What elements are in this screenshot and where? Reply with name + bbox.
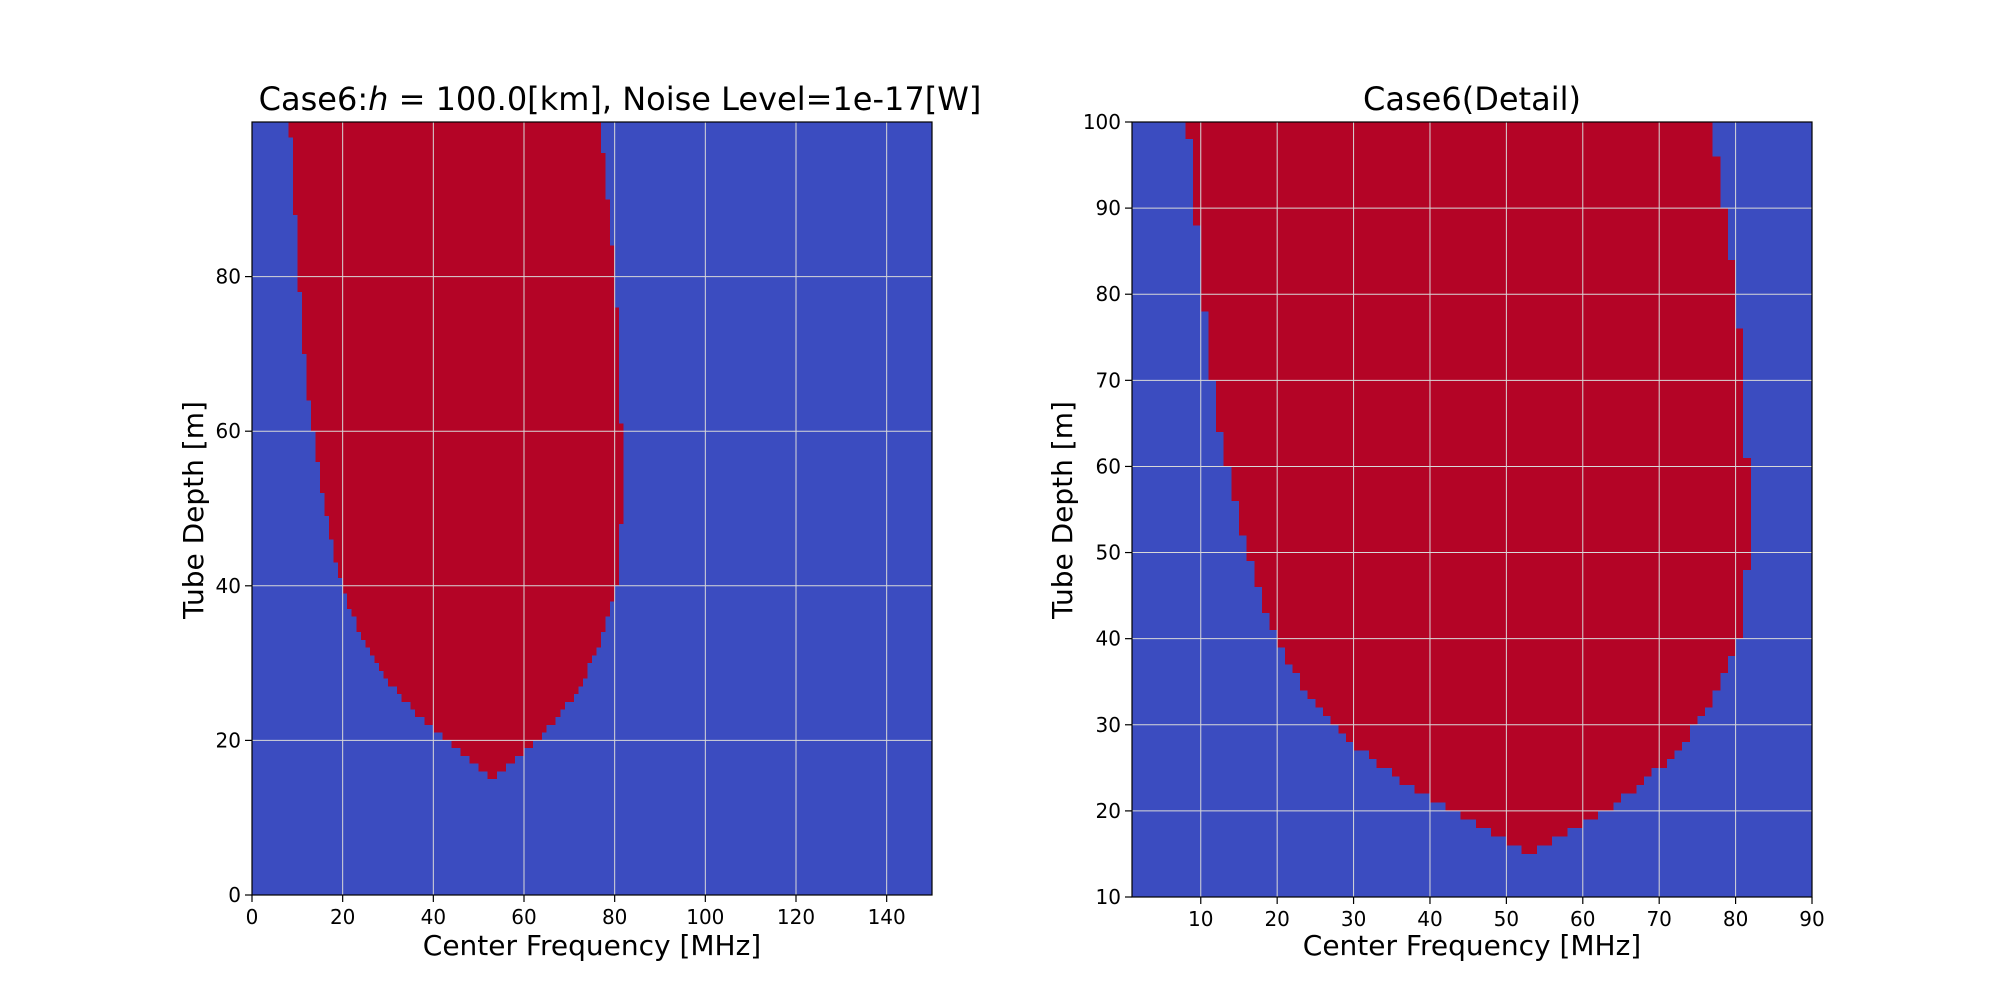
chart-2-frame	[1131, 121, 1813, 898]
chart-2-y-tick-label: 80	[1096, 282, 1121, 306]
chart-2-x-tick-label: 80	[1723, 907, 1748, 931]
chart-2-y-tick-label: 20	[1096, 799, 1121, 823]
chart-2-y-tick-label: 60	[1096, 454, 1121, 478]
chart-1-x-tick-label: 40	[421, 905, 446, 929]
chart-1-x-tick-label: 140	[868, 905, 906, 929]
chart-2-x-tick-label: 70	[1646, 907, 1671, 931]
chart-2-x-tick-label: 30	[1341, 907, 1366, 931]
chart-2-plot-area: 10 20 30 40 50 60 70 80 90 10 20 30 40 50 60 70 80 90 100	[1083, 110, 1825, 931]
chart-2-x-tick-label: 50	[1494, 907, 1519, 931]
chart-1-x-tick-label: 120	[777, 905, 815, 929]
chart-1-detected-region	[288, 122, 624, 780]
chart-1-y-tick-label: 40	[216, 574, 241, 598]
chart-2-x-tick-label: 90	[1799, 907, 1824, 931]
chart-1-y-tick-label: 60	[216, 419, 241, 443]
chart-1-y-axis-label: Tube Depth [m]	[177, 401, 210, 620]
chart-2-y-tick-label: 50	[1096, 541, 1121, 565]
chart-2: Case6(Detail) 10 20 30 40 50 60 70 80 90 10 20 30 40…	[1046, 80, 1825, 962]
chart-2-x-tick-label: 10	[1188, 907, 1213, 931]
chart-2-x-axis-label: Center Frequency [MHz]	[1303, 929, 1641, 962]
chart-1-y-tick-label: 80	[216, 265, 241, 289]
chart-2-y-tick-label: 100	[1083, 110, 1121, 134]
chart-1-frame	[251, 121, 933, 896]
chart-2-y-tick-label: 30	[1096, 713, 1121, 737]
chart-2-y-tick-label: 90	[1096, 196, 1121, 220]
chart-1-plot-area: 0 20 40 60 80 100 120 140 0 20 40 60 80	[216, 121, 933, 929]
chart-2-y-tick-label: 10	[1096, 885, 1121, 909]
chart-1-x-tick-label: 0	[246, 905, 259, 929]
chart-2-y-tick-label: 70	[1096, 368, 1121, 392]
chart-1-y-tick-label: 0	[228, 883, 241, 907]
chart-2-x-tick-label: 40	[1417, 907, 1442, 931]
chart-1-title: Case6:h = 100.0[km], Noise Level=1e-17[W…	[259, 80, 982, 118]
chart-2-x-tick-label: 20	[1264, 907, 1289, 931]
chart-1-x-tick-label: 100	[686, 905, 724, 929]
chart-1-x-axis-label: Center Frequency [MHz]	[423, 929, 761, 962]
chart-2-detected-region	[1185, 122, 1751, 854]
chart-1-x-tick-label: 80	[602, 905, 627, 929]
chart-1-x-tick-label: 60	[511, 905, 536, 929]
chart-1-y-tick-label: 20	[216, 728, 241, 752]
chart-2-title: Case6(Detail)	[1363, 80, 1581, 118]
chart-2-x-tick-label: 60	[1570, 907, 1595, 931]
chart-1: Case6:h = 100.0[km], Noise Level=1e-17[W…	[177, 80, 981, 962]
chart-1-x-tick-label: 20	[330, 905, 355, 929]
chart-2-y-axis-label: Tube Depth [m]	[1046, 401, 1079, 620]
chart-2-y-tick-label: 40	[1096, 627, 1121, 651]
